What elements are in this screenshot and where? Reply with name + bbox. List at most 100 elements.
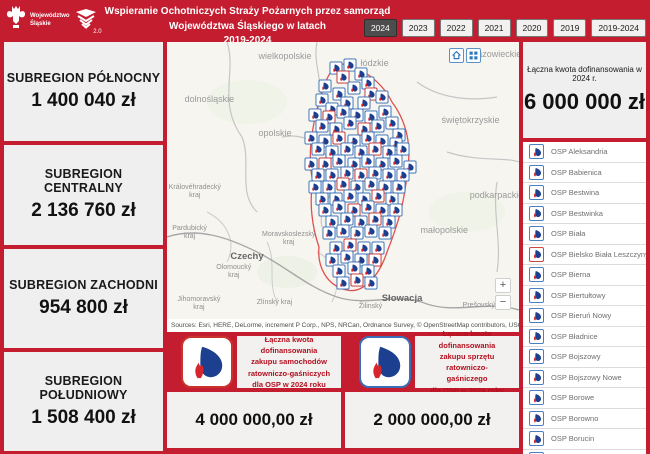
map-marker[interactable]	[308, 108, 322, 121]
map-marker[interactable]	[304, 131, 318, 145]
map-marker[interactable]	[308, 180, 322, 194]
osp-list-item[interactable]: OSP Borowe	[523, 388, 646, 409]
subregion-name: SUBREGION POŁUDNIOWY	[39, 373, 128, 402]
map-marker[interactable]	[347, 81, 361, 95]
map-marker[interactable]	[368, 253, 382, 266]
funding-caption-line: dla OSP w 2024 roku	[252, 379, 326, 389]
map-marker[interactable]	[357, 241, 371, 255]
osp-list-item[interactable]: OSP Bielsko Biała Leszczyny	[523, 244, 646, 265]
map-marker[interactable]	[329, 61, 343, 75]
map-marker[interactable]	[368, 142, 382, 156]
zoom-out-button[interactable]: −	[495, 295, 511, 310]
osp-flame-icon	[529, 164, 544, 180]
map-marker[interactable]	[389, 154, 403, 168]
map-marker[interactable]	[389, 203, 403, 217]
osp-list[interactable]: OSP Aleksandria OSP Babienica OSP Bestwi…	[523, 142, 646, 454]
osp-list-item-label: OSP Borowno	[551, 413, 599, 423]
map-marker[interactable]	[361, 154, 375, 168]
year-tab-2019[interactable]: 2019	[553, 19, 587, 37]
map-marker[interactable]	[311, 142, 325, 156]
osp-list-item[interactable]: OSP Bojszowy	[523, 347, 646, 368]
map-marker[interactable]	[361, 264, 375, 278]
year-tab-2021[interactable]: 2021	[477, 19, 511, 37]
osp-list-item[interactable]: OSP Bieruń Nowy	[523, 306, 646, 327]
map-marker[interactable]	[378, 105, 392, 119]
map-marker[interactable]	[340, 142, 354, 156]
year-tab-2020[interactable]: 2020	[515, 19, 549, 37]
map-marker[interactable]	[336, 70, 350, 84]
zoom-in-button[interactable]: +	[495, 278, 511, 293]
osp-list-item[interactable]: OSP Bestwinka	[523, 203, 646, 224]
year-tab-2024[interactable]: 2024	[363, 19, 397, 37]
osp-list-item[interactable]: OSP Biała	[523, 224, 646, 245]
map-marker[interactable]	[325, 253, 339, 266]
map-marker[interactable]	[368, 212, 382, 226]
year-tab-2019-2024[interactable]: 2019-2024	[591, 19, 646, 37]
map-marker[interactable]	[385, 116, 399, 130]
osp-list-item[interactable]: OSP Babienica	[523, 162, 646, 183]
map-marker[interactable]	[396, 142, 410, 156]
map-marker[interactable]	[332, 154, 346, 168]
map-marker[interactable]	[315, 119, 329, 133]
osp-list-item-label: OSP Bielsko Biała Leszczyny	[551, 249, 646, 259]
osp-flame-icon	[529, 226, 544, 242]
map-marker[interactable]	[336, 177, 350, 191]
osp-list-item[interactable]: OSP Brenna Leśnica	[523, 449, 646, 454]
osp-list-item[interactable]: OSP Aleksandria	[523, 142, 646, 163]
map-canvas[interactable]: wielkopolskie łódzkie mazowieckie świętokrz…	[167, 42, 519, 332]
map-marker[interactable]	[315, 93, 329, 107]
osp-list-item[interactable]: OSP Bojszowy Nowe	[523, 367, 646, 388]
map-marker[interactable]	[336, 276, 350, 290]
map-marker[interactable]	[357, 96, 371, 110]
map-marker[interactable]	[343, 116, 357, 130]
osp-list-item[interactable]: OSP Borucin	[523, 429, 646, 450]
map-marker[interactable]	[347, 134, 361, 148]
map-marker[interactable]	[371, 189, 385, 203]
map-marker[interactable]	[361, 131, 375, 145]
osp-list-item[interactable]: OSP Bładnice	[523, 326, 646, 347]
map-home-button[interactable]	[449, 48, 464, 63]
map-marker[interactable]	[322, 180, 336, 194]
osp-flame-icon	[529, 410, 544, 426]
map-marker[interactable]	[392, 180, 406, 194]
map-marker[interactable]	[350, 273, 364, 287]
map-marker[interactable]	[340, 250, 354, 264]
map-marker[interactable]	[318, 203, 332, 217]
map-marker[interactable]	[364, 110, 378, 124]
map-marker[interactable]	[343, 189, 357, 203]
map-marker[interactable]	[361, 200, 375, 214]
map-legend-button[interactable]	[466, 48, 481, 63]
map-marker[interactable]	[368, 166, 382, 179]
map-marker[interactable]	[332, 131, 346, 145]
year-tab-2023[interactable]: 2023	[401, 19, 435, 37]
map-marker[interactable]	[343, 238, 357, 252]
osp-list-item[interactable]: OSP Bierna	[523, 265, 646, 286]
voivodeship-name: Województwo Śląskie	[30, 12, 70, 27]
total-funding-amount: 6 000 000 zł	[523, 89, 646, 114]
map-marker[interactable]	[332, 200, 346, 214]
map-marker[interactable]	[364, 276, 378, 290]
map-marker[interactable]	[332, 264, 346, 278]
osp-list-item[interactable]: OSP Biertułtowy	[523, 285, 646, 306]
map-marker[interactable]	[336, 224, 350, 237]
map-marker[interactable]	[304, 157, 318, 171]
map-marker[interactable]	[371, 119, 385, 133]
osp-list-item[interactable]: OSP Borowno	[523, 408, 646, 429]
map-marker[interactable]	[322, 226, 336, 240]
map-marker[interactable]	[385, 192, 399, 206]
legend-grid-icon	[469, 51, 478, 60]
osp-flame-icon	[529, 205, 544, 221]
map-marker[interactable]	[318, 157, 332, 171]
map-marker[interactable]	[336, 105, 350, 119]
map-marker[interactable]	[364, 177, 378, 191]
map-marker[interactable]	[364, 224, 378, 237]
map-marker[interactable]	[343, 58, 357, 72]
map-marker[interactable]	[329, 241, 343, 255]
map-marker[interactable]	[375, 90, 389, 104]
osp-list-item[interactable]: OSP Bestwina	[523, 183, 646, 204]
map-marker[interactable]	[350, 226, 364, 240]
map-marker[interactable]	[318, 79, 332, 92]
funding-caption-line: Łączna kwota dofinansowania	[438, 329, 496, 350]
year-tab-2022[interactable]: 2022	[439, 19, 473, 37]
map-marker[interactable]	[378, 226, 392, 240]
